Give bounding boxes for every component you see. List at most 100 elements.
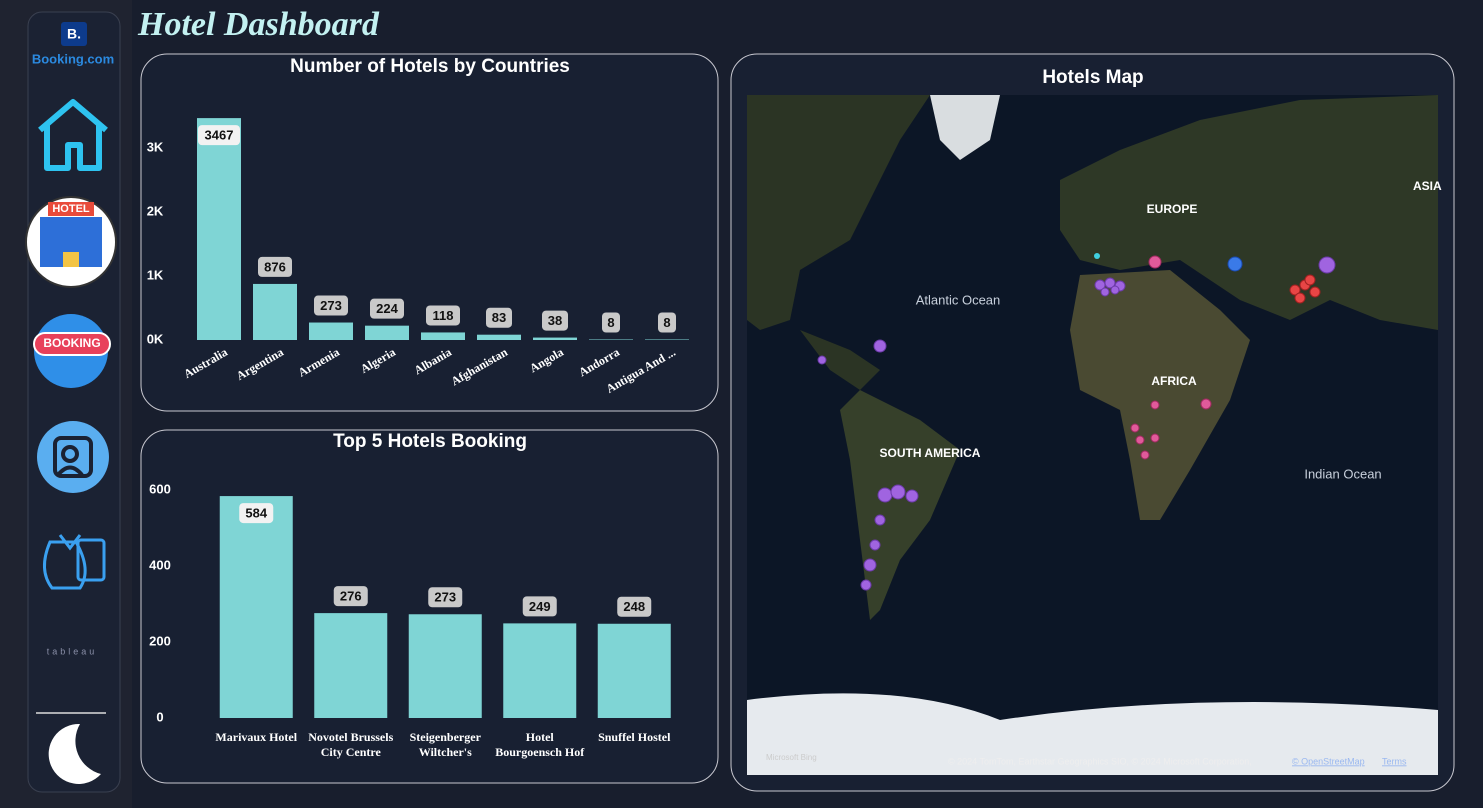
data-label: 249 xyxy=(529,599,551,614)
logo-mark: B. xyxy=(67,26,81,42)
x-tick-label: Steigenberger Wiltcher's xyxy=(409,730,481,759)
hotel-points xyxy=(817,256,1336,591)
moon-icon[interactable] xyxy=(48,723,101,784)
bar xyxy=(533,337,577,340)
map-brand: Microsoft Bing xyxy=(766,753,817,762)
y-tick-label: 0 xyxy=(156,709,163,724)
bar xyxy=(645,339,689,340)
eurasia xyxy=(1060,95,1438,330)
data-label-box xyxy=(239,503,274,524)
y-tick-label: 2K xyxy=(147,203,164,218)
greenland xyxy=(930,95,1000,160)
chart-title: Top 5 Hotels Booking xyxy=(333,431,527,452)
land xyxy=(800,330,880,390)
data-label-box xyxy=(602,312,620,333)
y-tick-label: 0K xyxy=(147,331,164,346)
user-frame xyxy=(53,436,93,478)
hotel-door xyxy=(63,252,79,267)
hotel-sign xyxy=(48,202,94,216)
data-label-box xyxy=(333,586,368,607)
tableau-logo[interactable]: tableau xyxy=(47,646,98,656)
map-link[interactable]: Terms xyxy=(1382,756,1407,766)
y-tick-label: 400 xyxy=(149,557,171,572)
land xyxy=(747,95,930,330)
data-label: 83 xyxy=(492,310,506,325)
bar xyxy=(589,339,633,340)
data-label: 8 xyxy=(607,315,614,330)
home-icon[interactable] xyxy=(38,99,108,171)
data-label-box xyxy=(258,256,292,277)
hotel-points xyxy=(1289,274,1321,304)
data-label: 118 xyxy=(433,308,454,323)
map-attribution: © 2024 TomTom, Earthstar Geographics SIO… xyxy=(948,756,1252,766)
data-label: 224 xyxy=(376,301,398,316)
map-label: Indian Ocean xyxy=(1304,466,1381,481)
dashboard-title: Hotel Dashboard xyxy=(137,6,380,43)
booking-text: BOOKING xyxy=(43,336,100,350)
data-label: 876 xyxy=(264,259,286,274)
antarctica xyxy=(747,693,1438,775)
map-link[interactable]: © OpenStreetMap xyxy=(1292,756,1365,766)
y-tick-label: 200 xyxy=(149,633,171,648)
bar xyxy=(253,283,297,340)
data-label: 8 xyxy=(663,315,670,330)
data-label: 273 xyxy=(320,298,342,313)
hotel-points xyxy=(1094,253,1100,259)
x-tick-label: Hotel Bourgoensch Hof xyxy=(495,730,585,759)
bar xyxy=(197,118,241,340)
x-tick-label: Marivaux Hotel xyxy=(215,730,298,744)
map-label: AFRICA xyxy=(1151,374,1197,388)
data-label-box xyxy=(522,596,557,617)
data-label: 273 xyxy=(434,590,456,605)
money-icon[interactable] xyxy=(43,534,87,590)
data-label-box xyxy=(542,310,568,331)
data-label-box xyxy=(426,305,460,326)
map-label: ASIA xyxy=(1413,179,1442,193)
data-label-box xyxy=(658,312,676,333)
map-title: Hotels Map xyxy=(1042,67,1143,88)
map-label: Atlantic Ocean xyxy=(916,292,1001,307)
money-receipt xyxy=(76,538,106,582)
data-label: 584 xyxy=(245,506,267,521)
x-tick-label: Snuffel Hostel xyxy=(598,730,671,744)
booking-pill xyxy=(33,332,111,356)
hotel-points xyxy=(1130,255,1212,460)
bar xyxy=(365,325,409,340)
bar xyxy=(597,623,671,718)
data-label-box xyxy=(486,307,512,328)
bar xyxy=(503,623,577,718)
data-label-box xyxy=(198,125,240,146)
user-body xyxy=(56,465,84,477)
x-tick-label: Novotel Brussels City Centre xyxy=(308,730,394,759)
map-label: SOUTH AMERICA xyxy=(880,446,981,460)
y-tick-label: 1K xyxy=(147,267,164,282)
bar xyxy=(314,613,388,718)
bar xyxy=(477,334,521,340)
map[interactable] xyxy=(747,95,1438,775)
data-label: 248 xyxy=(623,599,645,614)
user-icon[interactable] xyxy=(37,421,109,493)
logo-text: Booking.com xyxy=(32,51,114,66)
data-label-box xyxy=(428,587,463,608)
data-label: 276 xyxy=(340,589,362,604)
hotel-points xyxy=(1227,256,1243,272)
y-tick-label: 3K xyxy=(147,139,164,154)
data-label-box xyxy=(314,295,348,316)
hotel-sign-text: HOTEL xyxy=(52,203,90,215)
data-label: 3467 xyxy=(205,128,234,143)
bar xyxy=(219,496,293,718)
bar xyxy=(421,332,465,340)
data-label: 38 xyxy=(548,313,562,328)
data-label-box xyxy=(370,298,404,319)
bar xyxy=(408,614,482,718)
logo-box xyxy=(61,22,87,46)
map-label: EUROPE xyxy=(1147,202,1198,216)
y-tick-label: 600 xyxy=(149,481,171,496)
chart-title: Number of Hotels by Countries xyxy=(290,56,570,77)
africa xyxy=(1070,270,1250,520)
user-head xyxy=(61,445,79,463)
bar xyxy=(309,322,353,340)
data-label-box xyxy=(617,596,652,617)
